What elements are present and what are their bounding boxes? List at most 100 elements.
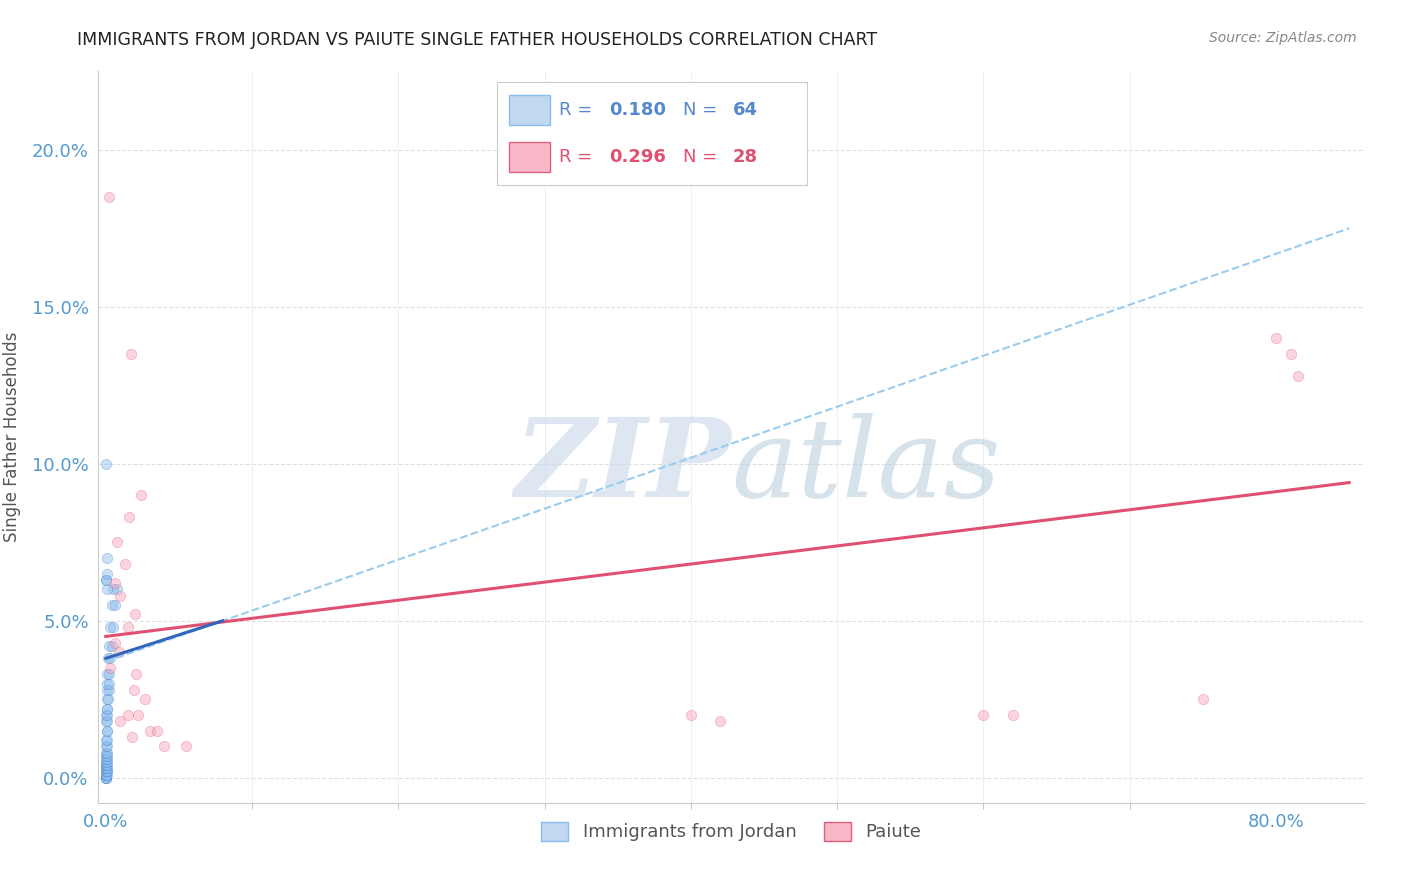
Point xyxy=(96,771,118,785)
Point xyxy=(96,582,118,597)
Point xyxy=(96,752,118,766)
Point xyxy=(96,701,118,715)
Point xyxy=(96,761,118,775)
Point xyxy=(96,667,118,681)
Point xyxy=(153,739,176,754)
Point xyxy=(97,651,120,665)
Point xyxy=(96,707,118,722)
Point xyxy=(96,761,118,775)
Point xyxy=(103,636,125,650)
Point xyxy=(96,733,118,747)
Point xyxy=(107,582,129,597)
Point xyxy=(96,764,118,779)
Point xyxy=(97,682,120,697)
Point xyxy=(709,714,731,728)
Point xyxy=(100,598,122,612)
Point xyxy=(108,645,131,659)
Point xyxy=(98,651,121,665)
Point xyxy=(96,746,118,760)
Point xyxy=(110,589,132,603)
Point xyxy=(97,692,120,706)
Point xyxy=(94,764,117,779)
Point xyxy=(127,707,149,722)
Point xyxy=(97,639,120,653)
Point xyxy=(134,692,156,706)
Point xyxy=(96,723,118,738)
Point xyxy=(96,701,118,715)
Point xyxy=(96,767,118,781)
Point xyxy=(129,488,152,502)
Point xyxy=(121,730,143,744)
Point xyxy=(96,767,118,781)
Point xyxy=(96,758,118,772)
Point xyxy=(120,347,142,361)
Point xyxy=(1279,347,1302,361)
Point xyxy=(96,723,118,738)
Point xyxy=(94,767,117,781)
Point xyxy=(125,667,148,681)
Point xyxy=(96,573,118,587)
Point xyxy=(138,723,160,738)
Point xyxy=(96,758,118,772)
Point xyxy=(103,598,125,612)
Point xyxy=(96,566,118,581)
Point xyxy=(146,723,169,738)
Point xyxy=(96,739,118,754)
Point xyxy=(96,761,118,775)
Point xyxy=(118,510,141,524)
Text: atlas: atlas xyxy=(731,413,1001,520)
Point xyxy=(96,733,118,747)
Point xyxy=(101,620,124,634)
Point xyxy=(1192,692,1215,706)
Point xyxy=(679,707,702,722)
Point xyxy=(96,573,118,587)
Point xyxy=(1001,707,1024,722)
Point xyxy=(96,764,118,779)
Text: Source: ZipAtlas.com: Source: ZipAtlas.com xyxy=(1209,31,1357,45)
Point xyxy=(96,692,118,706)
Point xyxy=(96,714,118,728)
Point xyxy=(1265,331,1288,345)
Point xyxy=(96,767,118,781)
Point xyxy=(98,667,121,681)
Point xyxy=(107,535,129,549)
Point xyxy=(96,746,118,760)
Point xyxy=(96,758,118,772)
Point xyxy=(96,739,118,754)
Point xyxy=(96,755,118,769)
Text: IMMIGRANTS FROM JORDAN VS PAIUTE SINGLE FATHER HOUSEHOLDS CORRELATION CHART: IMMIGRANTS FROM JORDAN VS PAIUTE SINGLE … xyxy=(77,31,877,49)
Point xyxy=(96,748,118,763)
Point xyxy=(96,764,118,779)
Point xyxy=(97,676,120,690)
Point xyxy=(96,682,118,697)
Point xyxy=(94,457,117,471)
Point xyxy=(94,771,117,785)
Point xyxy=(174,739,197,754)
Point xyxy=(972,707,994,722)
Point xyxy=(100,639,122,653)
Point xyxy=(1286,368,1309,383)
Point xyxy=(96,755,118,769)
Point xyxy=(97,190,120,204)
Point xyxy=(96,752,118,766)
Point xyxy=(110,714,132,728)
Point xyxy=(96,771,118,785)
Point xyxy=(96,550,118,565)
Point xyxy=(96,676,118,690)
Point xyxy=(117,620,139,634)
Point xyxy=(98,661,121,675)
Point xyxy=(96,771,118,785)
Point xyxy=(98,620,121,634)
Point xyxy=(122,682,145,697)
Point xyxy=(96,748,118,763)
Y-axis label: Single Father Households: Single Father Households xyxy=(3,332,21,542)
Text: ZIP: ZIP xyxy=(515,413,731,520)
Legend: Immigrants from Jordan, Paiute: Immigrants from Jordan, Paiute xyxy=(534,814,928,848)
Point xyxy=(117,707,139,722)
Point xyxy=(124,607,146,622)
Point xyxy=(96,707,118,722)
Point xyxy=(103,576,125,591)
Point xyxy=(96,714,118,728)
Point xyxy=(114,558,136,572)
Point xyxy=(101,582,124,597)
